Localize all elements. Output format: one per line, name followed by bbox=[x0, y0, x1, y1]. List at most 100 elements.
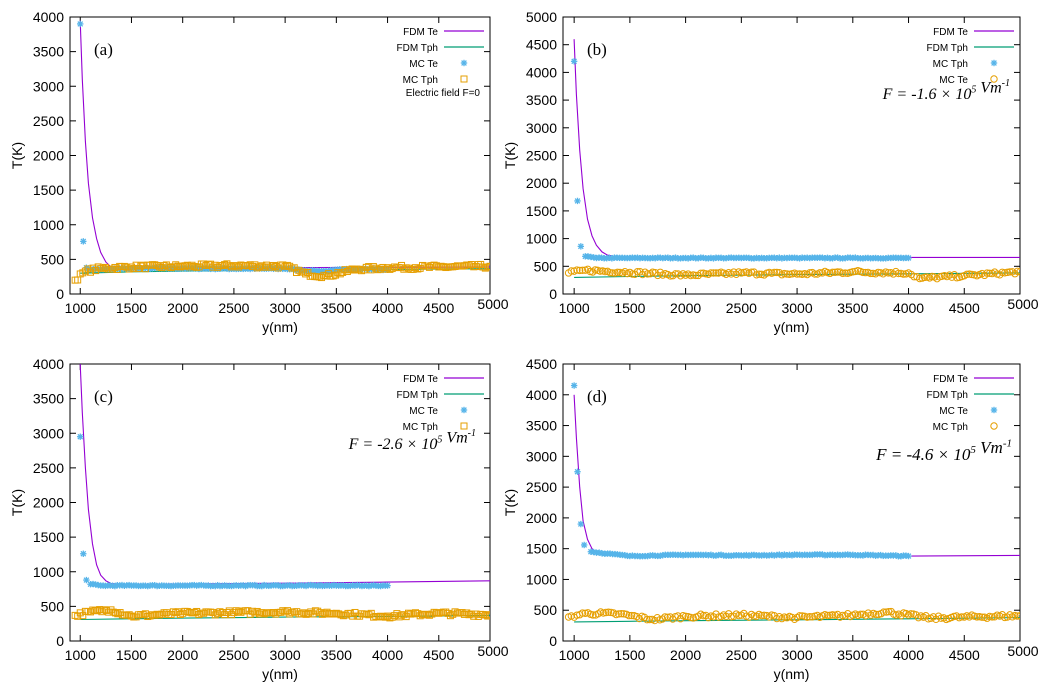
data-point bbox=[183, 607, 191, 615]
data-point bbox=[381, 613, 389, 621]
legend-swatch bbox=[460, 422, 468, 430]
data-point bbox=[702, 270, 710, 278]
data-point bbox=[318, 274, 326, 282]
data-point bbox=[190, 609, 198, 617]
data-point bbox=[86, 608, 94, 616]
x-axis-label: y(nm) bbox=[262, 319, 298, 335]
data-point bbox=[444, 609, 452, 617]
data-point bbox=[214, 610, 222, 618]
y-tick-label: 4000 bbox=[526, 387, 557, 403]
legend-label: MC Tph bbox=[933, 59, 968, 70]
data-point bbox=[795, 270, 804, 278]
series-line-1 bbox=[79, 20, 490, 269]
legend-label: MC Te bbox=[939, 406, 968, 417]
data-point bbox=[573, 266, 581, 274]
y-tick-label: 2000 bbox=[526, 175, 557, 191]
data-point bbox=[418, 261, 426, 269]
data-point bbox=[785, 270, 794, 278]
y-tick-label: 4500 bbox=[526, 356, 557, 372]
data-point bbox=[186, 263, 194, 271]
data-point bbox=[414, 610, 422, 618]
data-point bbox=[370, 613, 378, 621]
data-point bbox=[671, 270, 680, 278]
data-point bbox=[125, 611, 133, 619]
data-point bbox=[83, 576, 90, 584]
data-point bbox=[481, 611, 489, 619]
data-point bbox=[467, 610, 475, 618]
data-point bbox=[661, 613, 669, 621]
data-point bbox=[894, 269, 903, 278]
data-point bbox=[945, 271, 954, 279]
data-point bbox=[828, 268, 837, 277]
y-tick-label: 4000 bbox=[33, 356, 64, 372]
data-point bbox=[379, 263, 387, 271]
x-tick-label: 5000 bbox=[477, 296, 508, 312]
series-line-1 bbox=[573, 39, 1020, 258]
data-point bbox=[101, 263, 109, 271]
y-tick-label: 3500 bbox=[33, 44, 64, 60]
y-tick-label: 2000 bbox=[33, 148, 64, 164]
series-points-3 bbox=[77, 20, 391, 275]
data-point bbox=[384, 264, 392, 272]
data-point bbox=[256, 610, 264, 618]
data-point bbox=[775, 268, 784, 277]
data-point bbox=[899, 270, 908, 278]
data-point bbox=[486, 611, 490, 619]
x-tick-label: 5000 bbox=[1007, 296, 1038, 312]
series-points-3 bbox=[77, 433, 391, 590]
plot-area bbox=[564, 382, 1020, 625]
y-axis-label: T(K) bbox=[9, 489, 25, 516]
y-tick-label: 500 bbox=[534, 602, 558, 618]
data-point bbox=[258, 262, 266, 270]
data-point bbox=[232, 262, 240, 270]
data-point bbox=[430, 261, 438, 269]
legend-swatch bbox=[460, 75, 468, 83]
data-point bbox=[699, 611, 708, 620]
data-point bbox=[151, 611, 159, 619]
data-point bbox=[96, 606, 104, 614]
data-point bbox=[169, 608, 177, 616]
data-point bbox=[465, 261, 473, 269]
data-point bbox=[907, 610, 915, 618]
y-tick-label: 1000 bbox=[33, 564, 64, 580]
data-point bbox=[872, 610, 880, 619]
plot-area bbox=[71, 364, 490, 622]
y-tick-label: 0 bbox=[56, 633, 64, 649]
data-point bbox=[293, 608, 301, 616]
data-point bbox=[861, 611, 870, 620]
y-tick-label: 4500 bbox=[526, 37, 557, 53]
y-tick-label: 5000 bbox=[526, 9, 557, 25]
data-point bbox=[388, 613, 396, 621]
y-tick-label: 1500 bbox=[33, 182, 64, 198]
data-point bbox=[591, 266, 599, 274]
data-point bbox=[841, 269, 849, 277]
legend: FDM Te FDM Tph MC Te MC Tph bbox=[927, 374, 1014, 433]
data-point bbox=[260, 610, 268, 618]
legend-label: FDM Te bbox=[933, 374, 968, 385]
legend-label: MC Tph bbox=[933, 422, 968, 433]
data-point bbox=[463, 609, 471, 617]
x-tick-label: 1500 bbox=[116, 647, 147, 663]
x-tick-label: 2500 bbox=[218, 647, 249, 663]
legend: FDM Te FDM Tph MC Tph MC Te bbox=[927, 27, 1014, 86]
data-point bbox=[190, 262, 198, 270]
data-point bbox=[272, 610, 280, 618]
data-point bbox=[737, 269, 746, 277]
data-point bbox=[467, 261, 475, 269]
data-point bbox=[146, 261, 154, 269]
data-point bbox=[221, 611, 229, 619]
data-point bbox=[460, 262, 468, 270]
x-tick-label: 2000 bbox=[670, 647, 701, 663]
data-point bbox=[446, 612, 454, 620]
data-point bbox=[127, 612, 135, 620]
data-point bbox=[803, 613, 811, 621]
data-point bbox=[228, 611, 236, 619]
data-point bbox=[321, 609, 329, 617]
data-point bbox=[307, 608, 315, 616]
y-tick-label: 1000 bbox=[33, 217, 64, 233]
data-point bbox=[351, 608, 359, 616]
data-point bbox=[484, 612, 490, 620]
data-point bbox=[472, 610, 480, 618]
data-point bbox=[755, 270, 763, 278]
x-tick-label: 3000 bbox=[781, 300, 812, 316]
